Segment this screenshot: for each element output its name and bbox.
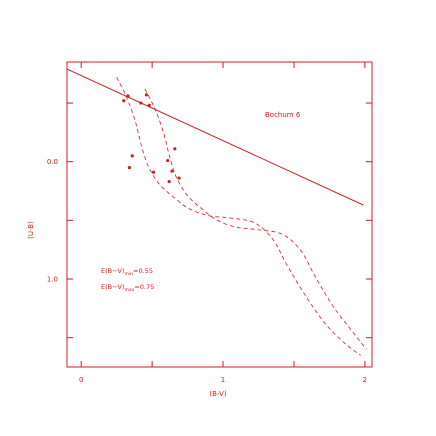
axis-ticks — [67, 62, 372, 367]
reddening-min-label: E(B−V)min=0.55 — [101, 267, 153, 277]
data-point — [144, 93, 149, 97]
y-tick-label: 1.0 — [47, 276, 58, 284]
reddening-max-label: E(B−V)max=0.75 — [101, 283, 154, 293]
data-point — [173, 147, 177, 151]
reddening-min-value: =0.55 — [133, 267, 153, 275]
data-point — [151, 170, 156, 174]
reddening-line-path — [66, 68, 364, 206]
data-point — [139, 101, 143, 105]
reddening-min-text: E(B−V) — [101, 267, 125, 275]
reddening-min-sub: min — [125, 271, 134, 277]
data-points — [122, 93, 181, 184]
intrinsic-curve — [116, 77, 361, 356]
data-point — [127, 165, 132, 170]
y-axis-label: (U-B) — [27, 221, 35, 239]
data-point — [166, 158, 170, 163]
cluster-annotation: Bochum 6 — [265, 111, 301, 119]
x-tick-label: 2 — [363, 376, 367, 384]
data-point — [122, 99, 126, 103]
data-point — [167, 180, 171, 184]
reddening-max-value: =0.75 — [134, 283, 154, 291]
y-tick-label: 0.0 — [47, 158, 58, 166]
x-tick-labels: 0 1 2 — [79, 376, 367, 384]
x-tick-label: 0 — [79, 376, 83, 384]
data-point — [177, 176, 181, 180]
data-point — [130, 154, 134, 158]
reddening-line — [66, 68, 364, 206]
intrinsic-sequence-curves — [116, 77, 367, 356]
x-axis-label: (B-V) — [209, 390, 226, 398]
data-point — [170, 169, 174, 173]
y-tick-labels: 0.0 1.0 — [47, 158, 58, 283]
plot-frame — [66, 61, 373, 368]
x-tick-label: 1 — [221, 376, 225, 384]
data-point — [147, 103, 151, 108]
intrinsic-curve — [144, 88, 367, 350]
reddening-max-text: E(B−V) — [101, 283, 125, 291]
reddening-max-sub: max — [125, 288, 135, 293]
data-point — [126, 94, 130, 98]
